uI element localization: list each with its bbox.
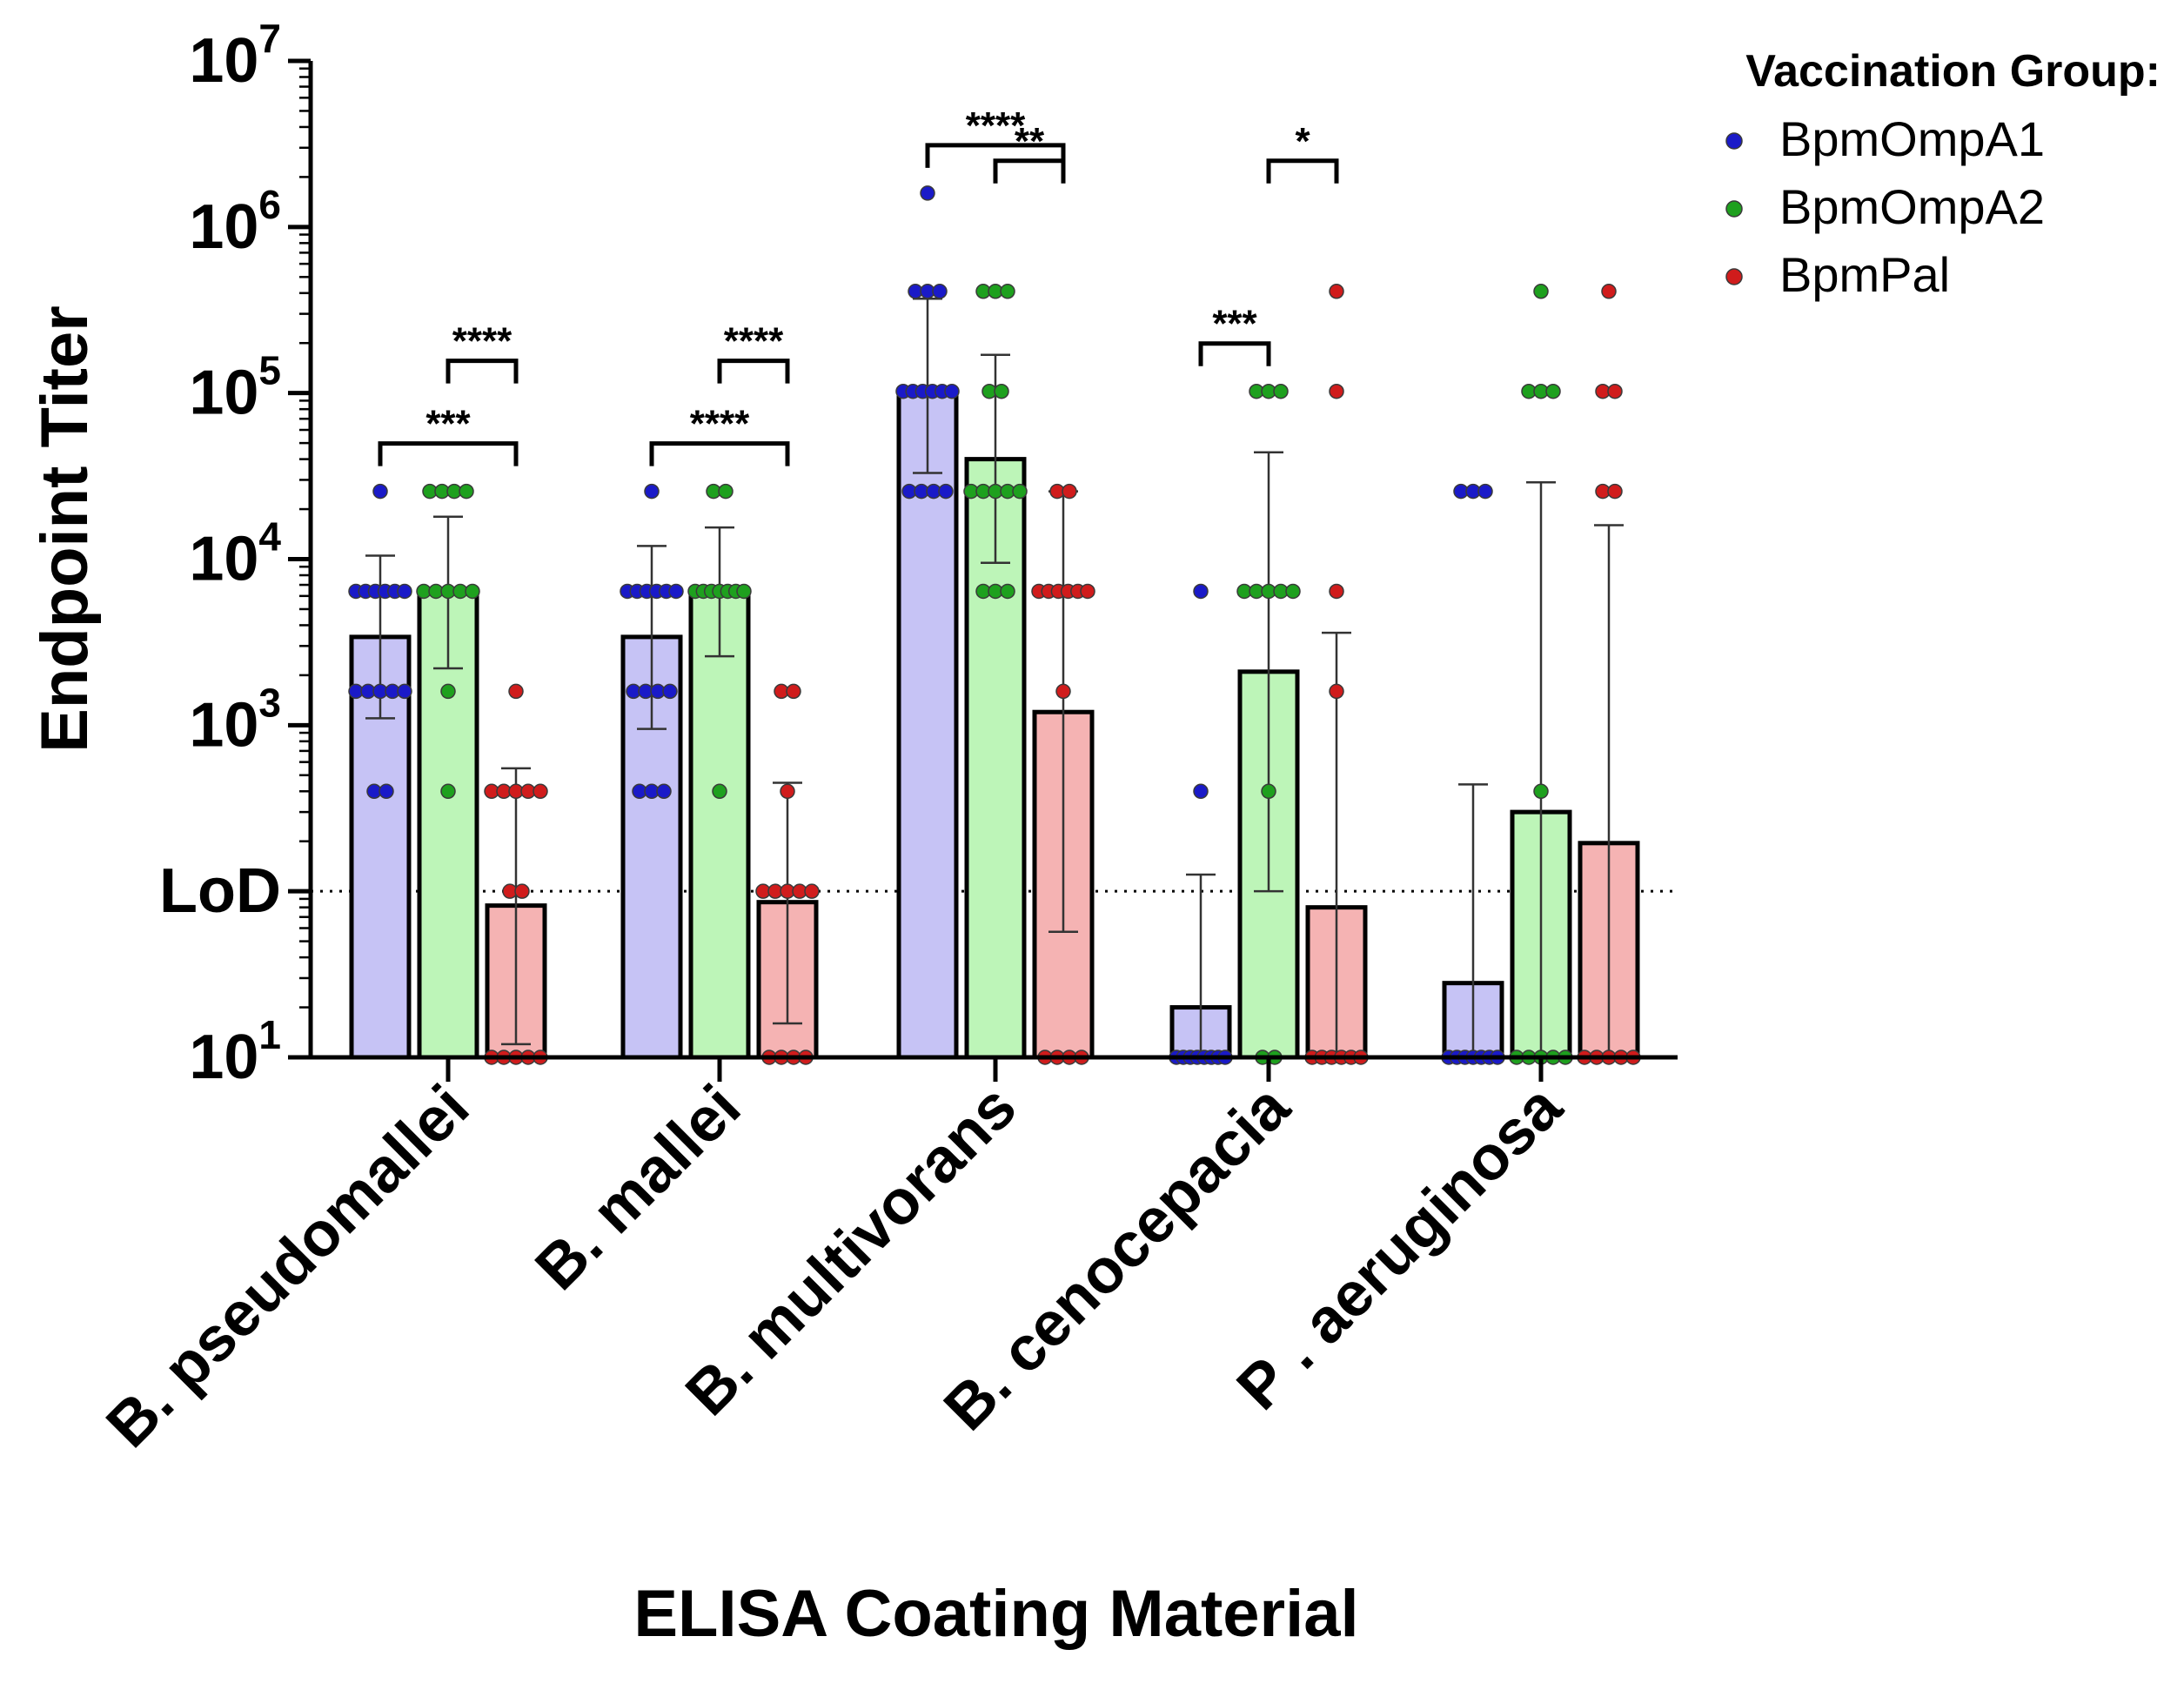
point-BpmOmpA2-1-9: [712, 783, 727, 800]
point-BpmPal-3-2: [1329, 583, 1344, 600]
point-BpmOmpA2-2-2: [1000, 284, 1015, 299]
sig-bracket-7: [1266, 158, 1339, 184]
point-BpmPal-4-2: [1607, 383, 1623, 399]
legend-title: Vaccination Group:: [1745, 46, 2161, 97]
point-BpmOmpA2-1-1: [718, 483, 734, 500]
y-tick-label-0: 101: [189, 1012, 281, 1092]
point-BpmOmpA1-0-13: [379, 783, 394, 800]
legend-marker-BpmOmpA2: [1725, 200, 1743, 218]
point-BpmOmpA1-1-10: [662, 683, 678, 700]
point-BpmOmpA1-1-6: [668, 583, 684, 600]
sig-label-5: **: [1015, 120, 1045, 163]
legend: Vaccination Group: BpmOmpA1 BpmOmpA2 BpmPa…: [1725, 46, 2161, 302]
legend-label-BpmOmpA2: BpmOmpA2: [1779, 179, 2045, 234]
x-tick-label-0: B. pseudomallei: [93, 1072, 482, 1461]
point-BpmOmpA1-4-2: [1477, 483, 1493, 500]
point-BpmOmpA2-0-3: [459, 483, 474, 500]
point-BpmOmpA1-0-0: [372, 483, 388, 500]
y-tick-label-6: 107: [189, 16, 281, 96]
sig-bracket-2: [649, 441, 790, 466]
point-BpmOmpA2-4-3: [1545, 383, 1561, 399]
point-BpmOmpA1-1-13: [656, 783, 672, 800]
y-tick-label-2: 103: [189, 680, 281, 760]
point-BpmOmpA2-3-7: [1285, 583, 1301, 600]
sig-bracket-0: [378, 441, 519, 466]
y-axis-label: Endpoint Titer: [28, 305, 102, 753]
sig-label-3: ****: [724, 320, 784, 363]
y-tick-label-5: 106: [189, 182, 281, 262]
point-BpmPal-1-7: [804, 883, 820, 899]
point-BpmOmpA1-2-3: [932, 284, 948, 299]
point-BpmOmpA1-3-1: [1193, 783, 1209, 800]
y-tick-label-3: 104: [189, 514, 281, 594]
x-axis-label: ELISA Coating Material: [633, 1577, 1358, 1651]
point-BpmPal-3-3: [1329, 683, 1344, 700]
axes-group: 101 LoD 103 104 105 106 107 B. pseudomallei B. m…: [93, 16, 1678, 1461]
sig-bracket-3: [717, 359, 790, 384]
significance-group: *************************: [378, 104, 1339, 466]
sig-label-7: *: [1295, 120, 1310, 163]
point-BpmPal-4-4: [1607, 483, 1623, 500]
data-points-group: [348, 185, 1641, 1065]
sig-label-2: ****: [690, 403, 750, 446]
point-BpmPal-2-1: [1062, 483, 1077, 500]
point-BpmPal-1-1: [786, 683, 801, 700]
point-BpmOmpA2-4-0: [1533, 284, 1549, 299]
point-BpmPal-3-1: [1329, 383, 1344, 399]
bar-BpmOmpA2-1: [688, 590, 751, 1060]
point-BpmOmpA2-2-4: [994, 383, 1009, 399]
legend-label-BpmOmpA1: BpmOmpA1: [1779, 111, 2045, 166]
sig-bracket-5: [993, 158, 1066, 184]
point-BpmOmpA1-2-9: [944, 383, 960, 399]
point-BpmOmpA1-3-0: [1193, 583, 1209, 600]
legend-label-BpmPal: BpmPal: [1779, 247, 1950, 302]
sig-label-0: ***: [425, 403, 471, 446]
point-BpmOmpA1-1-0: [644, 483, 660, 500]
point-BpmPal-0-0: [508, 683, 524, 700]
point-BpmPal-2-7: [1080, 583, 1095, 600]
y-tick-label-4: 105: [189, 348, 281, 428]
point-BpmPal-0-7: [514, 883, 530, 899]
sig-label-4: ****: [966, 104, 1026, 147]
sig-label-1: ****: [452, 320, 513, 363]
sig-bracket-6: [1198, 341, 1271, 366]
legend-marker-BpmOmpA1: [1725, 132, 1743, 150]
x-tick-label-1: B. mallei: [522, 1072, 754, 1304]
point-BpmOmpA1-2-13: [938, 483, 954, 500]
legend-entries: BpmOmpA1 BpmOmpA2 BpmPal: [1725, 111, 2045, 302]
point-BpmPal-3-0: [1329, 284, 1344, 299]
point-BpmPal-1-2: [780, 783, 795, 800]
point-BpmOmpA1-0-6: [397, 583, 412, 600]
point-BpmOmpA2-0-8: [465, 583, 480, 600]
sig-bracket-4: [925, 143, 1066, 168]
y-tick-label-1: LoD: [159, 856, 281, 926]
legend-marker-BpmPal: [1725, 268, 1743, 285]
sig-bracket-1: [446, 359, 519, 384]
point-BpmOmpA2-2-12: [1000, 583, 1015, 600]
point-BpmOmpA2-2-9: [1012, 483, 1028, 500]
error-bars-group: [365, 297, 1624, 1057]
point-BpmOmpA2-0-9: [440, 683, 456, 700]
point-BpmPal-2-8: [1055, 683, 1071, 700]
sig-label-6: ***: [1212, 303, 1257, 345]
point-BpmOmpA2-0-10: [440, 783, 456, 800]
point-BpmOmpA1-2-0: [920, 185, 935, 201]
point-BpmOmpA1-0-11: [397, 683, 412, 700]
point-BpmOmpA2-3-2: [1273, 383, 1289, 399]
point-BpmOmpA2-4-4: [1533, 783, 1549, 800]
point-BpmPal-0-5: [533, 783, 548, 800]
point-BpmOmpA2-1-8: [736, 583, 752, 600]
point-BpmOmpA2-3-8: [1261, 783, 1276, 800]
point-BpmPal-4-0: [1601, 284, 1617, 299]
